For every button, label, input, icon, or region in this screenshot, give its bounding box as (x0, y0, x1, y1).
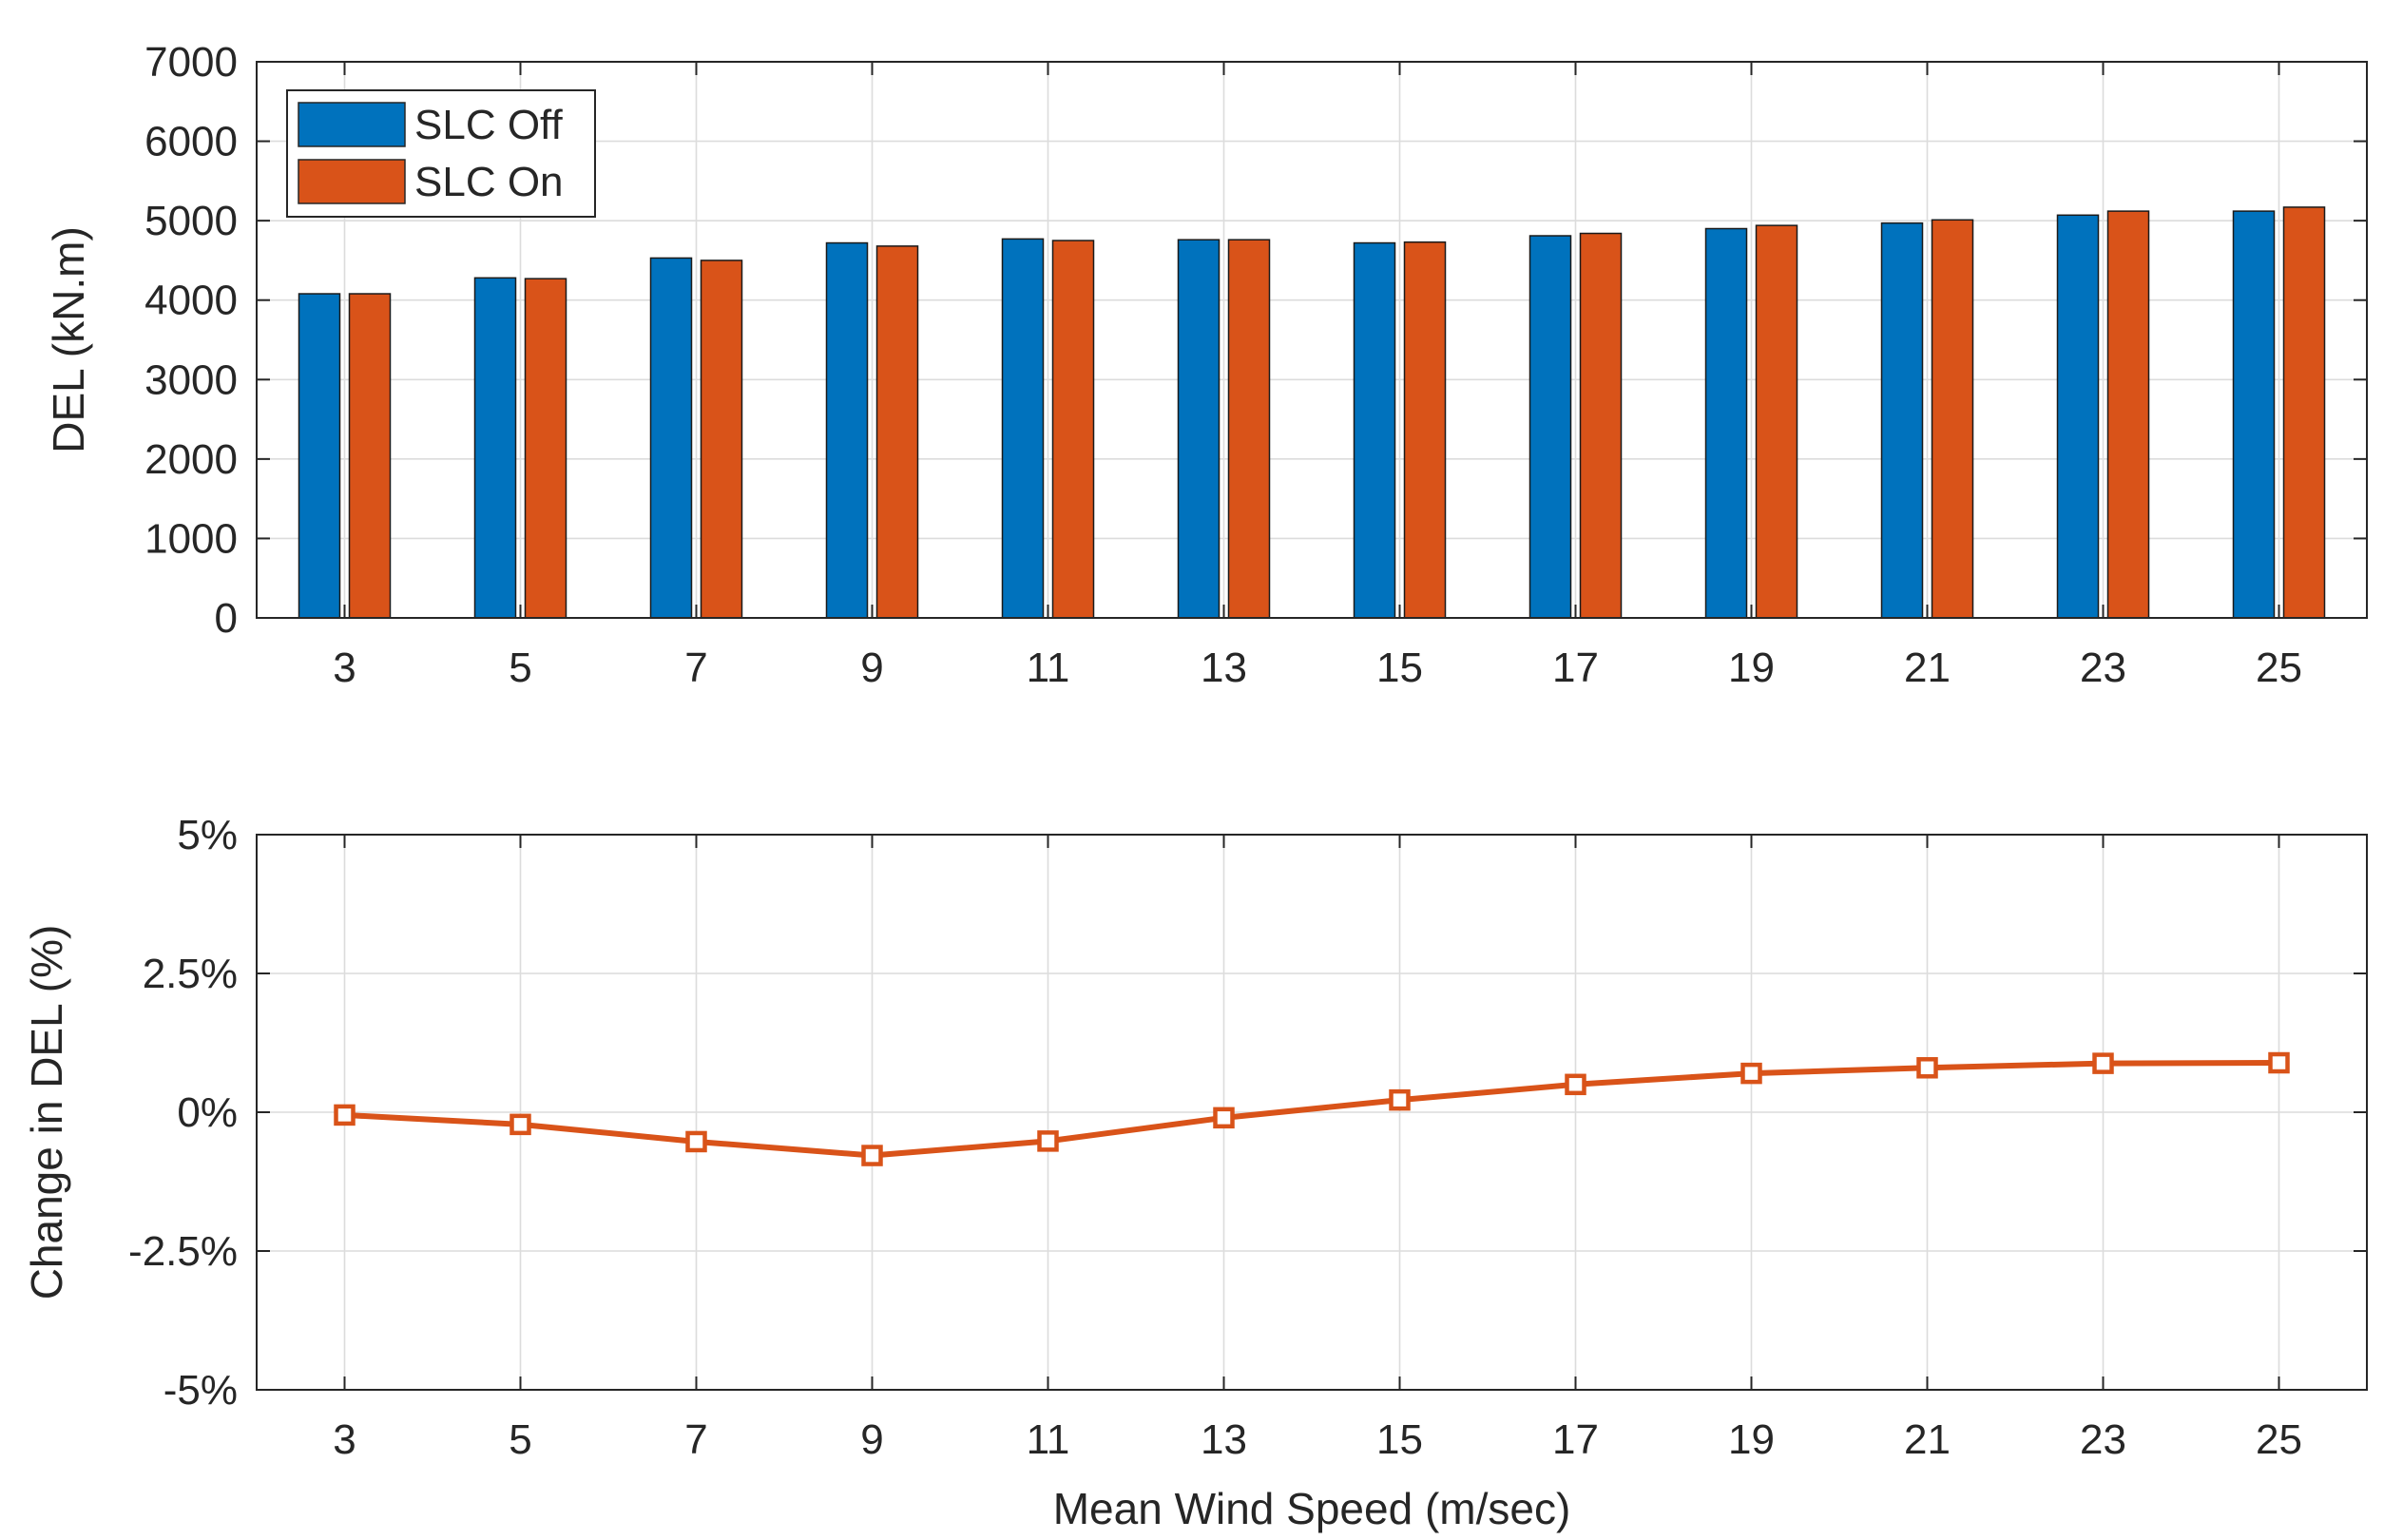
data-point-7 (685, 1130, 707, 1153)
bar-slc-off-13 (1177, 239, 1221, 619)
x-tick-label: 15 (1376, 1416, 1423, 1463)
x-tick-label: 3 (333, 1416, 356, 1463)
bar-slc-on-19 (1755, 224, 1798, 619)
bar-slc-on-11 (1051, 240, 1095, 619)
x-tick-label: 17 (1552, 645, 1599, 691)
x-tick-label: 7 (684, 1416, 707, 1463)
bar-slc-on-17 (1579, 232, 1623, 619)
bar-slc-on-9 (875, 245, 919, 619)
series-line-change-in-del (341, 1060, 2282, 1159)
bar-slc-off-7 (649, 257, 693, 619)
bar-slc-off-15 (1353, 241, 1396, 619)
data-point-11 (1037, 1130, 1059, 1152)
data-point-13 (1213, 1107, 1235, 1129)
x-tick-label: 19 (1728, 645, 1775, 691)
bar-slc-on-7 (700, 260, 743, 619)
y-tick-label: -2.5% (128, 1228, 238, 1275)
x-tick-label: 19 (1728, 1416, 1775, 1463)
y-tick-label: 5000 (144, 198, 238, 244)
y-tick-label: 5% (177, 812, 238, 858)
x-tick-label: 17 (1552, 1416, 1599, 1463)
x-tick-label: 3 (333, 645, 356, 691)
x-tick-label: 25 (2256, 645, 2302, 691)
bar-slc-on-13 (1227, 239, 1271, 619)
bar-slc-on-15 (1403, 241, 1447, 619)
x-tick-label: 5 (509, 1416, 531, 1463)
x-tick-label: 23 (2080, 1416, 2126, 1463)
x-tick-label: 25 (2256, 1416, 2302, 1463)
data-point-9 (861, 1145, 883, 1166)
legend-swatch-slc-on (298, 159, 406, 204)
bar-slc-off-9 (825, 241, 869, 619)
y-tick-label: 0 (215, 595, 238, 642)
y-tick-label: 7000 (144, 39, 238, 86)
bar-slc-off-21 (1880, 221, 1924, 619)
y-tick-label: 2000 (144, 436, 238, 483)
y-tick-label: 3000 (144, 356, 238, 403)
bar-chart-del: 3 5 7 9 11 13 15 17 19 21 23 25 0 1000 2000 3000 4000 500… (44, 39, 2368, 691)
x-tick-label: 21 (1904, 645, 1951, 691)
bar-chart-y-axis-label: DEL (kN.m) (44, 226, 93, 453)
bar-slc-off-3 (298, 293, 341, 619)
data-point-17 (1565, 1073, 1586, 1096)
bar-slc-off-23 (2056, 214, 2100, 619)
data-point-3 (334, 1104, 356, 1126)
line-chart-series (334, 1051, 2290, 1166)
y-tick-label: 4000 (144, 278, 238, 324)
line-chart-tick-labels: 3 5 7 9 11 13 15 17 19 21 23 25 -5% -2.5% 0% 2.5% 5% (128, 812, 2302, 1463)
line-chart-ticks (257, 834, 2367, 1391)
bar-slc-on-5 (524, 278, 567, 619)
data-point-5 (509, 1113, 531, 1136)
bar-slc-off-25 (2232, 210, 2276, 619)
x-tick-label: 21 (1904, 1416, 1951, 1463)
bar-chart-axes-frame (256, 61, 2368, 619)
line-chart-change: 3 5 7 9 11 13 15 17 19 21 23 25 -5% -2.5% 0% 2.5% 5% Cha… (22, 812, 2368, 1533)
x-tick-label: 13 (1201, 1416, 1247, 1463)
data-point-25 (2268, 1051, 2290, 1074)
bar-slc-off-11 (1001, 238, 1045, 619)
data-point-15 (1389, 1088, 1411, 1111)
line-chart-grid (257, 834, 2367, 1391)
y-tick-label: 0% (177, 1089, 238, 1136)
bar-slc-on-23 (2106, 210, 2150, 619)
bar-slc-off-19 (1704, 227, 1748, 619)
data-point-19 (1740, 1062, 1762, 1085)
x-tick-label: 9 (860, 1416, 883, 1463)
data-point-23 (2092, 1052, 2114, 1074)
y-tick-label: 2.5% (143, 951, 238, 997)
legend-label-slc-on: SLC On (414, 159, 564, 205)
bar-slc-on-3 (348, 293, 392, 619)
bar-chart-bars (298, 206, 2326, 619)
bar-slc-on-25 (2282, 206, 2326, 619)
legend-swatch-slc-off (298, 102, 406, 147)
x-tick-label: 5 (509, 645, 531, 691)
data-point-21 (1916, 1057, 1938, 1079)
y-tick-label: -5% (163, 1367, 238, 1414)
bar-slc-on-21 (1931, 219, 1974, 619)
line-chart-y-axis-label: Change in DEL (%) (22, 925, 71, 1300)
legend-label-slc-off: SLC Off (414, 102, 563, 148)
x-tick-label: 11 (1027, 1416, 1070, 1463)
bar-slc-off-17 (1528, 235, 1572, 619)
x-tick-label: 9 (860, 645, 883, 691)
x-tick-label: 11 (1027, 645, 1070, 691)
bar-chart-tick-labels: 3 5 7 9 11 13 15 17 19 21 23 25 0 1000 2000 3000 4000 500… (144, 39, 2302, 691)
bar-chart-ticks (257, 61, 2367, 619)
bar-slc-off-5 (473, 277, 517, 619)
legend: SLC Off SLC On (286, 89, 596, 218)
y-tick-label: 6000 (144, 119, 238, 165)
y-tick-label: 1000 (144, 515, 238, 562)
line-chart-x-axis-label: Mean Wind Speed (m/sec) (1053, 1484, 1571, 1533)
x-tick-label: 13 (1201, 645, 1247, 691)
x-tick-label: 15 (1376, 645, 1423, 691)
x-tick-label: 7 (684, 645, 707, 691)
x-tick-label: 23 (2080, 645, 2126, 691)
